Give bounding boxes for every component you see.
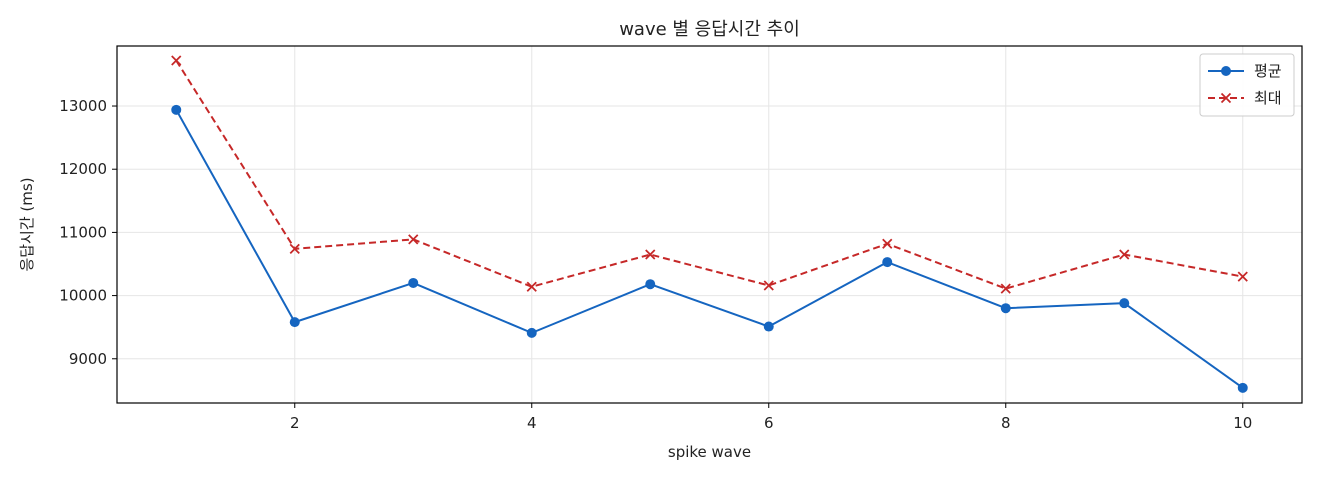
y-tick-label: 12000 <box>59 160 107 178</box>
data-point <box>171 104 182 115</box>
data-point <box>882 257 893 268</box>
y-tick-label: 13000 <box>59 97 107 115</box>
data-point <box>1237 271 1248 282</box>
legend-label: 최대 <box>1254 89 1282 107</box>
x-axis-title: spike wave <box>668 443 751 461</box>
series-max <box>171 55 1248 294</box>
x-tick-label: 4 <box>527 414 537 432</box>
data-point <box>645 279 656 290</box>
legend-label: 평균 <box>1254 62 1282 80</box>
series-line <box>175 60 1243 290</box>
data-point <box>763 321 774 332</box>
legend-marker <box>1220 92 1232 104</box>
axis-ticks: 2 4 6 8 10 9000 10000 11000 12000 13000 <box>59 97 1252 432</box>
data-point <box>408 277 419 288</box>
series-line <box>175 109 1244 389</box>
y-tick-label: 9000 <box>69 350 107 368</box>
x-tick-label: 8 <box>1001 414 1011 432</box>
series-mean <box>171 104 1248 393</box>
x-tick-label: 6 <box>764 414 774 432</box>
data-point <box>289 317 300 328</box>
chart-title: wave 별 응답시간 추이 <box>619 19 800 40</box>
data-point <box>1119 298 1130 309</box>
series-group <box>171 55 1248 393</box>
data-point <box>1000 303 1011 314</box>
data-point <box>289 243 300 254</box>
y-axis-title: 응답시간 (ms) <box>18 177 36 271</box>
data-point <box>1237 382 1248 393</box>
data-point <box>526 327 537 338</box>
plot-area-frame <box>116 45 1303 404</box>
y-tick-label: 10000 <box>59 287 107 305</box>
legend-item: 최대 <box>1208 89 1282 107</box>
data-point <box>408 234 419 245</box>
data-point <box>171 55 182 66</box>
data-point <box>763 280 774 291</box>
data-point <box>882 238 893 249</box>
data-point <box>1119 249 1130 260</box>
grid <box>117 46 1302 403</box>
data-point <box>645 249 656 260</box>
x-tick-label: 2 <box>290 414 300 432</box>
legend-marker <box>1221 66 1231 76</box>
data-point <box>1000 283 1011 294</box>
x-tick-label: 10 <box>1233 414 1252 432</box>
y-tick-label: 11000 <box>59 223 107 241</box>
legend-item: 평균 <box>1208 62 1282 80</box>
data-point <box>526 281 537 292</box>
